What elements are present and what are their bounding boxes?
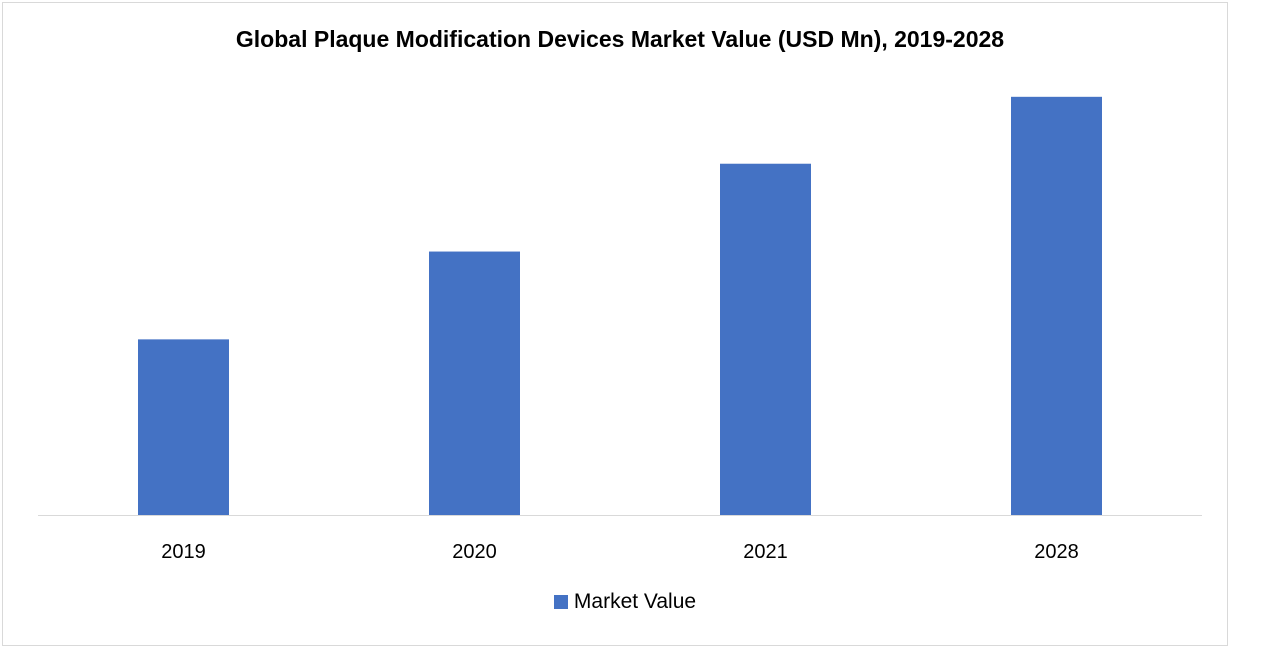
chart-title: Global Plaque Modification Devices Marke…	[235, 26, 1005, 52]
bar-group	[138, 96, 1102, 516]
x-tick-label-2020: 2020	[452, 541, 497, 563]
legend: Market Value	[0, 590, 1250, 614]
legend-swatch-market-value	[553, 595, 568, 609]
bar-2028	[1011, 96, 1102, 516]
bar-2020	[429, 251, 520, 515]
x-tick-label-2028: 2028	[1034, 541, 1079, 563]
x-tick-labels: 2019 2020 2021 2028	[161, 541, 1079, 563]
bar-2019	[138, 339, 229, 515]
bar-2021	[720, 163, 811, 515]
x-tick-label-2019: 2019	[161, 541, 206, 563]
plot-area: 2019 2020 2021 2028	[38, 96, 1202, 563]
legend-label-market-value: Market Value	[573, 590, 697, 613]
x-tick-label-2021: 2021	[743, 541, 788, 563]
